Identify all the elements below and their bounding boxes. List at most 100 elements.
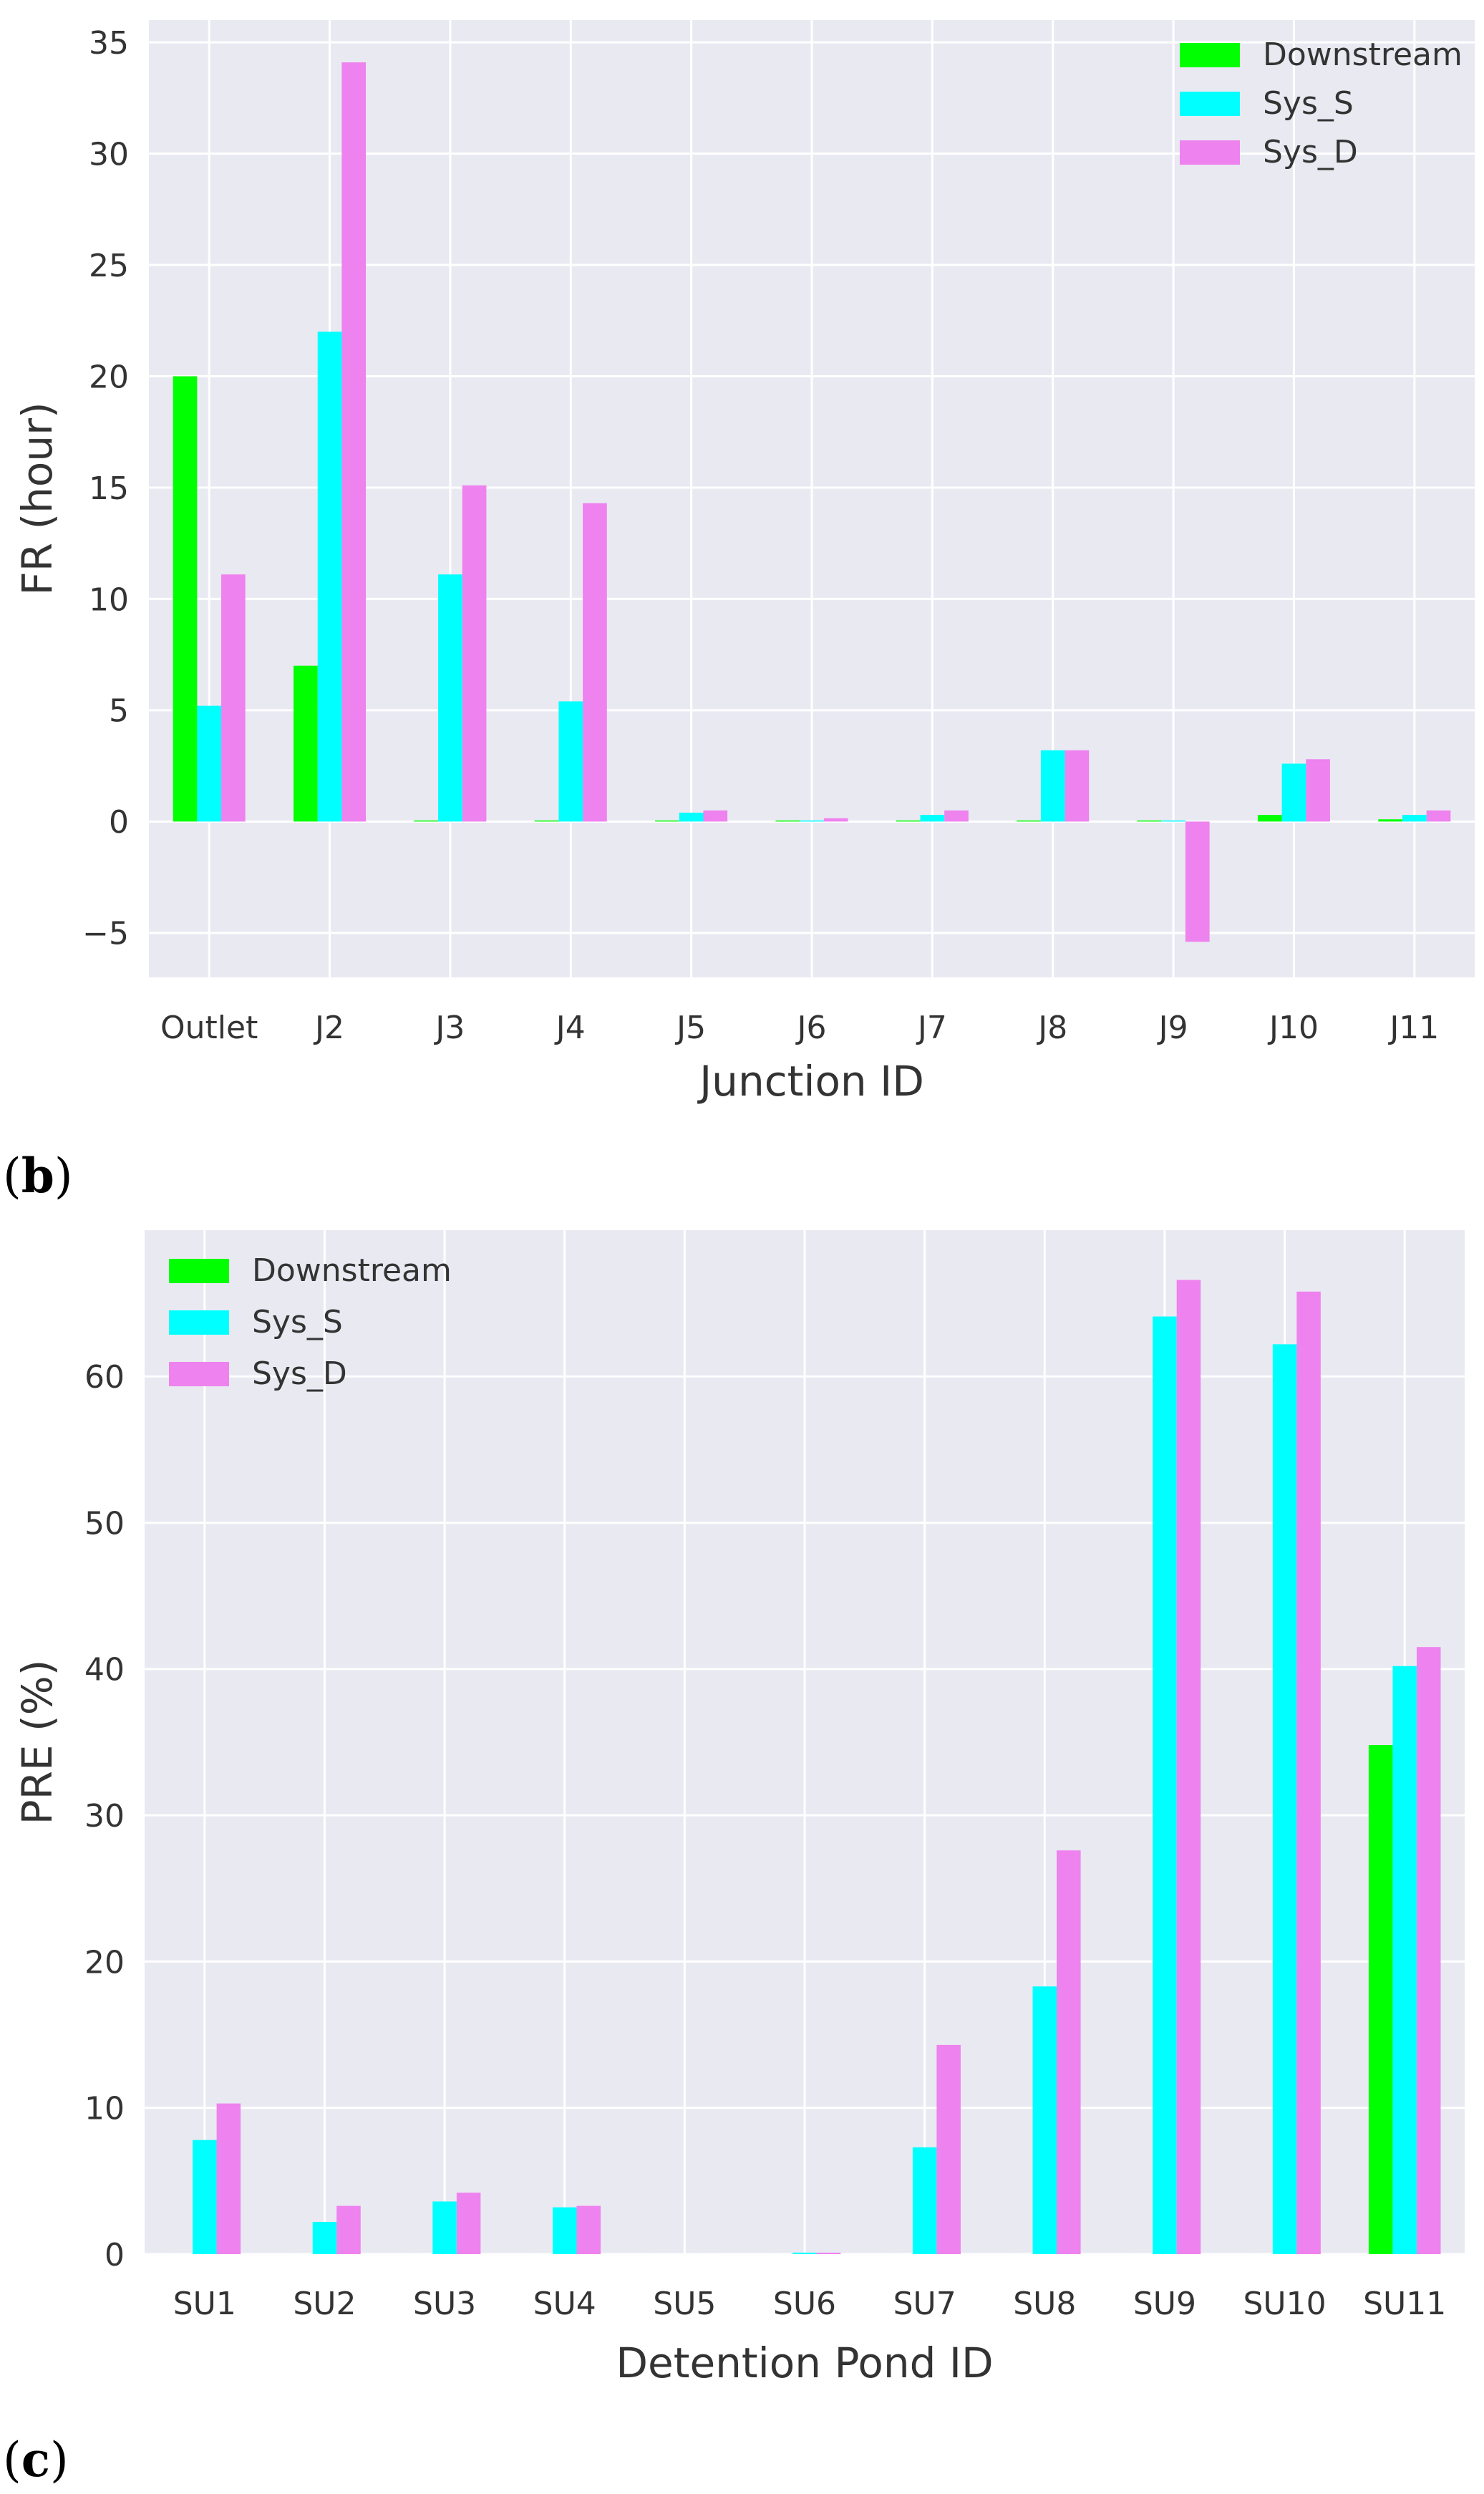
legend-swatch-sys-s (169, 1310, 229, 1335)
bar-sys-d-j10 (1306, 759, 1330, 822)
chart-fr-junction: −5 0 5 10 15 20 25 30 35 Outlet J2 J3 J4 J5 J6 J7 J8 J9 J1… (13, 20, 1475, 1106)
legend-swatch-sys-d (169, 1362, 229, 1386)
bar-sys-d-j8 (1064, 750, 1090, 822)
x-axis-label: Junction ID (697, 1057, 924, 1106)
bar-sys-d-j3 (462, 485, 487, 822)
bar-downstream-outlet (173, 376, 198, 822)
legend-label: Sys_S (1263, 85, 1354, 122)
bar-sys-d-su10 (1296, 1291, 1321, 2254)
y-axis-label: FR (hour) (13, 402, 62, 595)
bar-sys-s-su1 (193, 2140, 217, 2254)
x-tick-label: J10 (1267, 1010, 1319, 1046)
x-tick-label: J2 (313, 1010, 344, 1046)
x-tick-label: J11 (1387, 1010, 1439, 1046)
x-tick-label: SU8 (1013, 2286, 1076, 2322)
bar-sys-s-j4 (558, 701, 583, 822)
bar-sys-s-su4 (552, 2207, 577, 2254)
x-tick-label: SU3 (413, 2286, 476, 2322)
x-tick-label: SU4 (533, 2286, 596, 2322)
x-tick-label: J9 (1157, 1010, 1188, 1046)
bar-sys-d-su2 (336, 2205, 361, 2254)
bar-sys-s-su2 (312, 2222, 337, 2254)
x-tick-label: SU10 (1243, 2286, 1326, 2322)
bar-sys-s-su6 (792, 2252, 817, 2254)
bar-sys-d-su3 (456, 2193, 481, 2254)
x-tick-label: J6 (795, 1010, 827, 1046)
legend-label: Downstream (1263, 37, 1463, 73)
legend-swatch-sys-s (1180, 92, 1240, 116)
bar-downstream-j3 (414, 820, 439, 822)
legend-label: Sys_D (1263, 134, 1358, 170)
bar-sys-s-j10 (1281, 763, 1306, 822)
y-tick-label: 20 (84, 1944, 125, 1981)
y-tick-label: 20 (89, 359, 129, 395)
legend-swatch-downstream (1180, 43, 1240, 67)
y-tick-label: 35 (89, 25, 129, 62)
x-tick-label: J4 (554, 1010, 586, 1046)
x-tick-label: J7 (916, 1010, 947, 1046)
bar-sys-s-j6 (800, 820, 824, 822)
bar-sys-s-su10 (1272, 1344, 1297, 2254)
y-tick-label: 0 (105, 2237, 125, 2273)
x-tick-label: SU5 (653, 2286, 716, 2322)
x-tick-label: SU9 (1133, 2286, 1196, 2322)
legend-label: Downstream (252, 1252, 452, 1289)
bar-sys-d-j11 (1426, 810, 1451, 822)
bar-sys-s-j9 (1161, 820, 1185, 822)
bar-downstream-j6 (775, 820, 800, 822)
x-tick-label: SU7 (893, 2286, 956, 2322)
bar-downstream-j2 (294, 665, 318, 822)
y-tick-label: 30 (89, 136, 129, 173)
bar-sys-d-j4 (583, 503, 607, 822)
bar-downstream-j8 (1017, 820, 1041, 822)
bar-sys-d-su9 (1176, 1280, 1201, 2254)
x-tick-label: SU2 (293, 2286, 356, 2322)
panel-label-c: (c) (3, 2432, 69, 2488)
y-tick-label: 40 (84, 1652, 125, 1688)
bar-downstream-j11 (1378, 819, 1402, 822)
y-tick-label: 15 (89, 470, 129, 507)
bar-sys-d-outlet (221, 574, 246, 822)
y-tick-label: 0 (109, 804, 129, 841)
x-tick-label: J3 (433, 1010, 465, 1046)
bar-downstream-j10 (1257, 815, 1282, 822)
bar-sys-d-j5 (703, 810, 728, 822)
bar-sys-s-su7 (912, 2147, 937, 2254)
bar-downstream-j5 (655, 820, 679, 822)
bar-sys-s-su8 (1032, 1986, 1057, 2254)
panel-label-b: (b) (3, 1148, 73, 1204)
bar-sys-s-su3 (432, 2201, 457, 2254)
bar-sys-s-j3 (438, 574, 462, 822)
bar-sys-s-j2 (317, 332, 342, 822)
bar-sys-d-j9 (1185, 821, 1210, 942)
x-axis-label: Detention Pond ID (616, 2339, 993, 2387)
bar-sys-s-outlet (197, 705, 222, 822)
bar-sys-d-su4 (576, 2205, 601, 2254)
bar-sys-s-j7 (920, 815, 945, 822)
legend-label: Sys_D (252, 1355, 347, 1392)
legend-label: Sys_S (252, 1304, 343, 1340)
bar-sys-d-su1 (216, 2103, 241, 2254)
bar-downstream-su11 (1368, 1745, 1393, 2254)
bar-sys-s-su9 (1153, 1316, 1177, 2254)
y-tick-label: 25 (89, 248, 129, 284)
bar-sys-s-su11 (1392, 1666, 1417, 2254)
x-tick-label: Outlet (160, 1010, 258, 1046)
bar-sys-d-su8 (1057, 1850, 1081, 2254)
y-tick-label: 5 (109, 693, 129, 730)
y-tick-label: 30 (84, 1798, 125, 1835)
bar-downstream-j9 (1137, 820, 1162, 822)
bar-sys-d-j2 (341, 62, 367, 822)
bar-sys-d-j7 (944, 810, 969, 822)
y-tick-label: −5 (82, 916, 129, 952)
bar-sys-d-su6 (816, 2252, 841, 2254)
y-tick-label: 10 (89, 581, 129, 618)
bar-sys-d-su7 (936, 2044, 961, 2254)
bar-downstream-j4 (534, 820, 559, 822)
y-tick-label: 60 (84, 1359, 125, 1396)
y-axis-label: PRE (%) (13, 1660, 62, 1825)
chart-pre-detention-pond: 0 10 20 30 40 50 60 SU1 SU2 SU3 SU4 SU5 SU6 SU7 SU8 SU9… (13, 1230, 1465, 2387)
x-tick-label: J8 (1036, 1010, 1067, 1046)
x-tick-label: SU1 (173, 2286, 236, 2322)
